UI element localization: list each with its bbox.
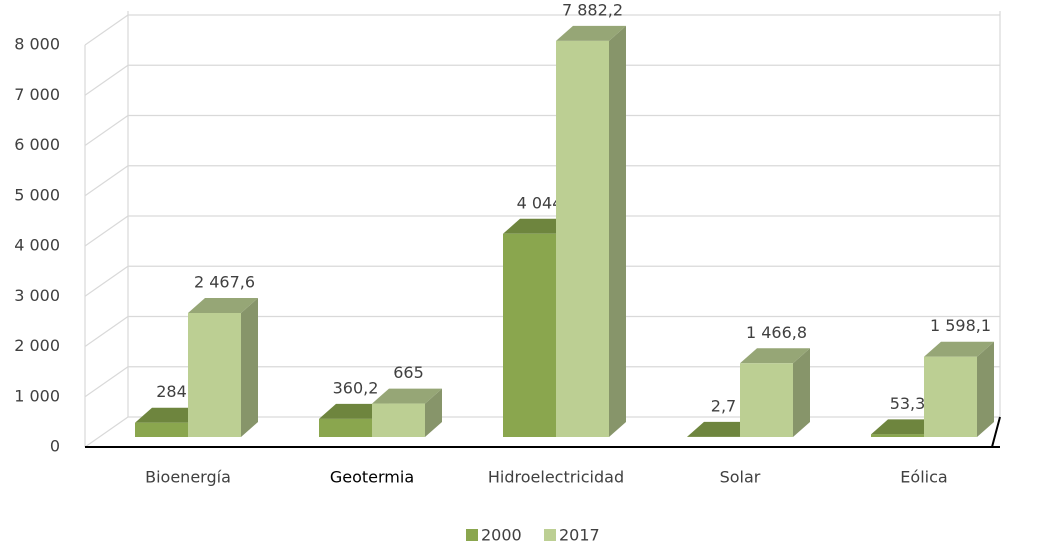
bar-side xyxy=(793,348,810,437)
legend-swatch xyxy=(544,529,556,541)
y-tick-label: 2 000 xyxy=(14,336,60,355)
value-label: 360,2 xyxy=(333,378,379,397)
legend-label: 2000 xyxy=(481,526,522,545)
y-tick-label: 1 000 xyxy=(14,386,60,405)
bar xyxy=(556,41,609,437)
bar xyxy=(871,434,924,437)
grid-line xyxy=(85,116,1000,146)
bar-side xyxy=(241,298,258,437)
y-tick-label: 6 000 xyxy=(14,135,60,154)
value-label: 53,3 xyxy=(890,394,926,413)
bar xyxy=(188,313,241,437)
value-label: 2 467,6 xyxy=(194,273,255,292)
bar xyxy=(372,404,425,437)
grid-line xyxy=(85,166,1000,196)
bar-side xyxy=(609,26,626,437)
legend-swatch xyxy=(466,529,478,541)
x-tick-label: Geotermia xyxy=(330,468,414,487)
bar xyxy=(135,423,188,437)
y-tick-label: 7 000 xyxy=(14,85,60,104)
y-tick-label: 5 000 xyxy=(14,185,60,204)
x-tick-label: Bioenergía xyxy=(145,468,231,487)
y-tick-label: 0 xyxy=(50,437,60,456)
legend-label: 2017 xyxy=(559,526,600,545)
value-label: 284 xyxy=(156,382,187,401)
value-label: 4 044 xyxy=(517,193,563,212)
y-tick-label: 8 000 xyxy=(14,35,60,54)
bar-side xyxy=(977,342,994,437)
value-label: 2,7 xyxy=(711,396,736,415)
value-label: 1 466,8 xyxy=(746,323,807,342)
bar xyxy=(740,363,793,437)
x-tick-label: Hidroelectricidad xyxy=(488,468,624,487)
grid-line xyxy=(85,65,1000,95)
bar xyxy=(319,419,372,437)
value-label: 7 882,2 xyxy=(562,0,623,19)
x-tick-label: Eólica xyxy=(900,468,947,487)
x-tick-label: Solar xyxy=(720,468,761,487)
bar xyxy=(924,357,977,437)
y-tick-label: 3 000 xyxy=(14,286,60,305)
y-tick-label: 4 000 xyxy=(14,236,60,255)
value-label: 1 598,1 xyxy=(930,316,991,335)
bar xyxy=(503,234,556,437)
value-label: 665 xyxy=(393,363,424,382)
grid-line xyxy=(85,15,1000,45)
